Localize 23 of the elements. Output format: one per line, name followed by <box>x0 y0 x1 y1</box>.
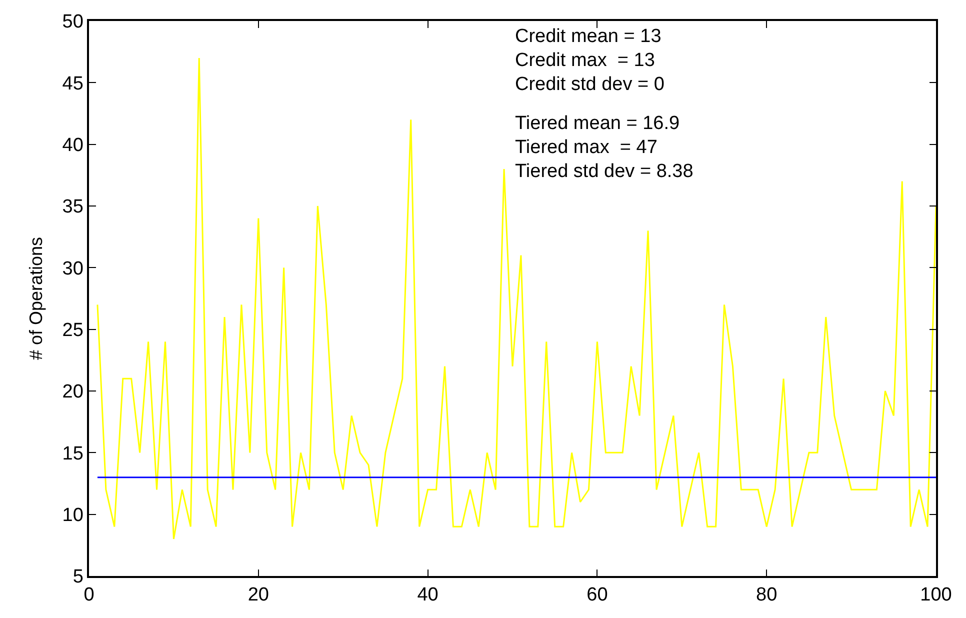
x-tick-label: 0 <box>84 584 94 606</box>
annotation: Tiered max = 47 <box>515 137 658 158</box>
y-tick-label: 15 <box>62 443 84 464</box>
annotation: Credit mean = 13 <box>515 26 662 47</box>
x-tick-label: 40 <box>417 584 438 606</box>
annotation: Credit std dev = 0 <box>515 74 664 95</box>
y-tick-label: 10 <box>62 504 84 526</box>
y-tick-label: 30 <box>62 258 84 280</box>
x-tick-label: 80 <box>756 584 778 606</box>
annotation: Credit max = 13 <box>515 50 655 71</box>
y-tick-label: 40 <box>62 134 84 156</box>
y-tick-label: 50 <box>62 12 84 33</box>
annotation: Tiered std dev = 8.38 <box>515 161 694 182</box>
y-tick-label: 5 <box>72 566 84 588</box>
y-tick-label: 25 <box>62 320 84 341</box>
y-tick-label: 20 <box>62 382 84 403</box>
x-tick-label: 100 <box>920 584 952 606</box>
y-axis-title: # of Operations <box>26 236 46 360</box>
y-tick-label: 45 <box>62 73 84 94</box>
x-tick-label: 20 <box>248 584 269 606</box>
y-tick-label: 35 <box>62 196 84 218</box>
x-tick-label: 60 <box>586 584 608 606</box>
annotation: Tiered mean = 16.9 <box>515 113 680 134</box>
